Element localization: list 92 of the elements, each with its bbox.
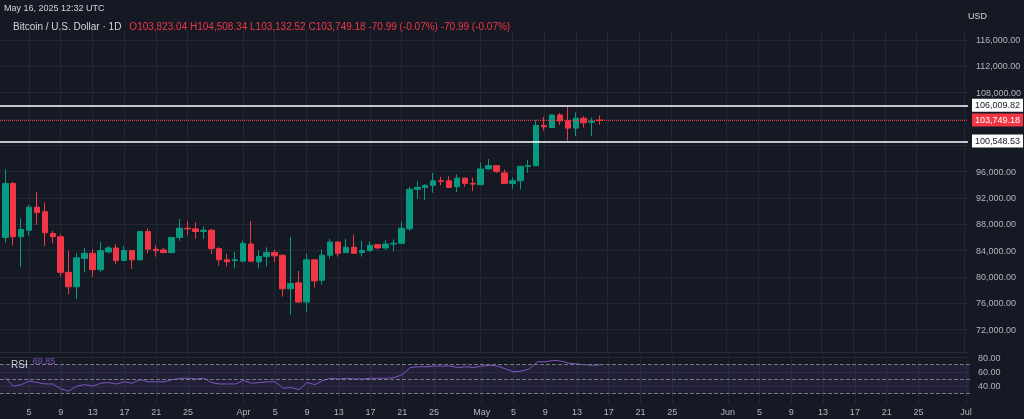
x-tick-label: 9 xyxy=(542,406,548,417)
candlestick xyxy=(34,191,40,226)
x-tick-label: Jun xyxy=(720,406,736,417)
candlestick xyxy=(454,173,460,193)
line-series xyxy=(4,359,602,392)
candlestick xyxy=(248,220,254,262)
x-tick-label: 13 xyxy=(333,406,344,417)
candlestick xyxy=(319,248,325,286)
candlestick xyxy=(42,202,48,247)
x-tick-label: 25 xyxy=(913,406,924,417)
y-tick-label: 72,000.00 xyxy=(975,324,1016,335)
candlestick xyxy=(287,236,294,315)
x-tick-label: 17 xyxy=(603,406,614,417)
candlestick xyxy=(113,243,119,265)
y-tick-label: 76,000.00 xyxy=(975,298,1016,309)
y-tick-label: 116,000.00 xyxy=(975,34,1021,45)
x-tick-label: 5 xyxy=(272,406,278,417)
ref-line-label: 103,749.18 xyxy=(975,115,1021,126)
candlestick xyxy=(26,204,32,236)
candlestick xyxy=(533,119,539,167)
x-tick-label: 21 xyxy=(397,406,408,417)
y-tick-label: 80.00 xyxy=(978,352,1001,363)
candlestick xyxy=(295,270,302,304)
x-tick-label: 17 xyxy=(849,406,860,417)
y-tick-label: 84,000.00 xyxy=(975,245,1016,256)
y-tick-label: 92,000.00 xyxy=(975,192,1016,203)
candlestick xyxy=(367,240,373,253)
ref-line-label: 100,548.53 xyxy=(975,136,1021,147)
x-tick-label: 13 xyxy=(818,406,829,417)
x-tick-label: 21 xyxy=(881,406,892,417)
chart-title: RSI xyxy=(11,358,28,370)
x-tick-label: 21 xyxy=(151,406,162,417)
candlestick xyxy=(462,177,468,188)
candlestick xyxy=(343,238,349,254)
candlestick xyxy=(145,227,151,254)
y-axis-title: USD xyxy=(967,10,988,21)
candlestick xyxy=(359,240,365,258)
candlestick xyxy=(2,168,9,244)
y-tick-label: 88,000.00 xyxy=(975,219,1016,230)
candlestick xyxy=(493,164,500,174)
candlestick xyxy=(137,230,143,261)
y-tick-label: 60.00 xyxy=(978,366,1001,377)
x-tick-label: 25 xyxy=(667,406,678,417)
candlestick xyxy=(10,181,16,246)
x-tick-label: 9 xyxy=(788,406,794,417)
candlestick xyxy=(200,225,207,240)
x-tick-label: Apr xyxy=(236,406,251,417)
y-tick-label: 80,000.00 xyxy=(975,271,1016,282)
candlestick xyxy=(351,234,357,255)
text: May 16, 2025 12:32 UTC xyxy=(4,2,106,13)
candlestick xyxy=(588,117,595,137)
ref-line-label: 106,009.82 xyxy=(975,100,1021,111)
x-tick-label: 5 xyxy=(757,406,763,417)
candlestick xyxy=(501,169,508,184)
x-tick-label: 21 xyxy=(635,406,646,417)
candlestick xyxy=(89,248,96,278)
candlestick xyxy=(232,251,238,269)
y-tick-label: 112,000.00 xyxy=(975,61,1021,72)
x-tick-label: 5 xyxy=(510,406,516,417)
candlestick xyxy=(18,217,24,268)
y-tick-label: 96,000.00 xyxy=(975,166,1016,177)
x-tick-label: 25 xyxy=(429,406,440,417)
x-tick-label: 25 xyxy=(182,406,193,417)
candlestick xyxy=(311,258,318,288)
candlestick xyxy=(549,113,555,128)
annotation: 69.85 xyxy=(32,355,56,366)
candlestick xyxy=(470,177,476,192)
x-tick-label: 17 xyxy=(365,406,376,417)
chart-subtitle: O103,823.04 H104,508.34 L103,132.52 C103,749.18 -70.99 (-0.07%) -70.99 (-0.07%) xyxy=(129,20,511,32)
chart-title: Bitcoin / U.S. Dollar · 1D xyxy=(13,20,122,32)
candlestick xyxy=(303,253,310,313)
candlestick xyxy=(240,240,246,262)
candlestick xyxy=(573,111,579,137)
x-tick-label: 17 xyxy=(119,406,130,417)
candlestick xyxy=(327,238,333,259)
candlestick xyxy=(374,243,381,250)
x-tick-label: 5 xyxy=(26,406,32,417)
candlestick xyxy=(121,245,127,262)
candlestick xyxy=(224,253,230,267)
candlestick xyxy=(129,249,135,270)
candlestick xyxy=(438,176,444,186)
candlestick xyxy=(446,175,452,189)
candlestick xyxy=(335,240,341,258)
y-tick-label: 108,000.00 xyxy=(975,87,1021,98)
x-tick-label: 13 xyxy=(87,406,98,417)
x-tick-label: 9 xyxy=(304,406,310,417)
x-tick-label: 13 xyxy=(571,406,582,417)
x-tick-label: May xyxy=(473,406,491,417)
x-tick-label: 9 xyxy=(58,406,64,417)
y-tick-label: 40.00 xyxy=(978,381,1001,392)
candlestick xyxy=(430,172,436,194)
x-tick-label: Jul xyxy=(960,406,972,417)
